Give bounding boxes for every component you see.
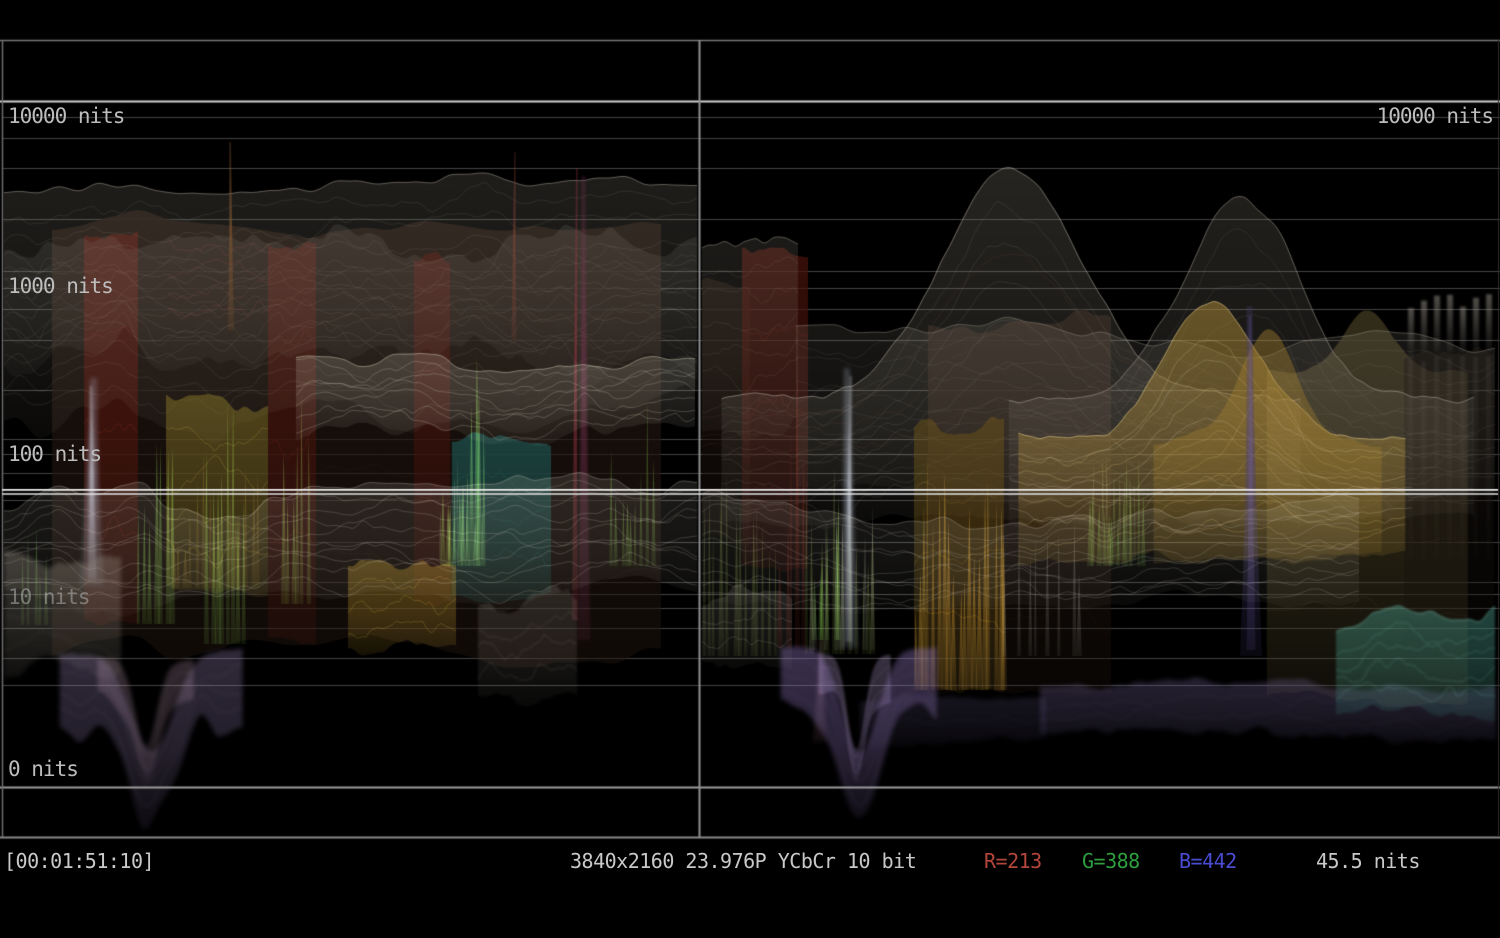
blue-value: B=442 — [1179, 849, 1237, 873]
green-value: G=388 — [1082, 849, 1140, 873]
status-bar: [00:01:51:10] 3840x2160 23.976P YCbCr 10… — [0, 843, 1500, 883]
format-readout: 3840x2160 23.976P YCbCr 10 bit — [570, 849, 917, 873]
timecode: [00:01:51:10] — [4, 849, 155, 873]
red-value: R=213 — [984, 849, 1042, 873]
nits-readout: 45.5 nits — [1316, 849, 1420, 873]
